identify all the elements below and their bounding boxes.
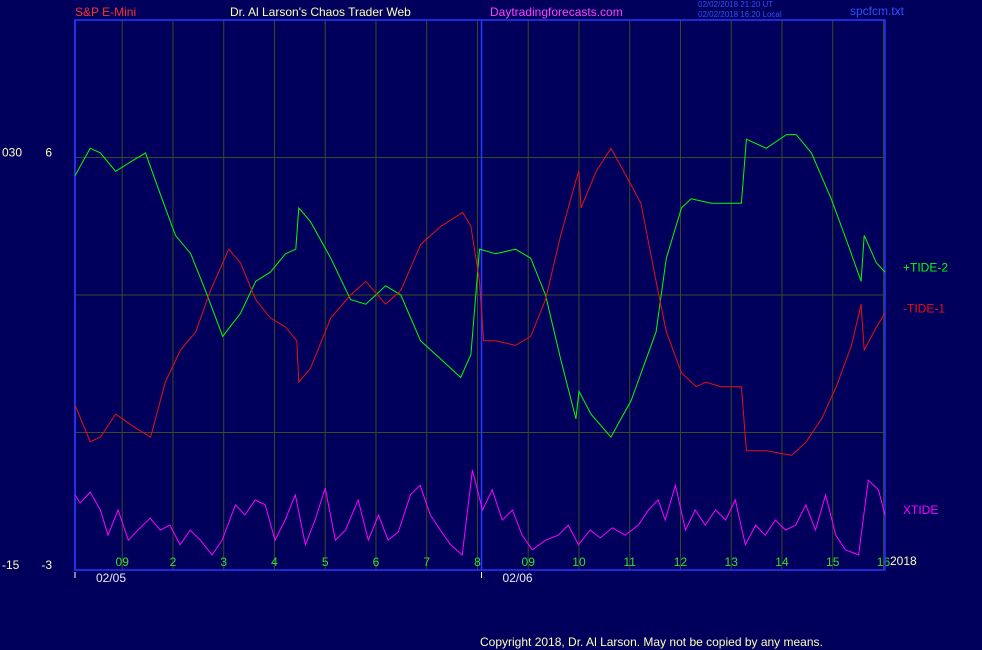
legend-label: +TIDE-2 (903, 260, 948, 274)
plot-border (74, 19, 886, 571)
y-outer-tick-label: 030 (2, 146, 22, 160)
x-tick-label: 6 (373, 555, 380, 569)
legend-label: -TIDE-1 (903, 302, 945, 316)
x-tick-label: 10 (572, 555, 586, 569)
chart-title: Dr. Al Larson's Chaos Trader Web (230, 5, 411, 19)
timestamp: 02/02/2018 16:20 Local (698, 10, 782, 19)
y-outer-tick-label: -15 (2, 558, 20, 572)
site: Daytradingforecasts.com (490, 5, 623, 19)
y-tick-label: -3 (41, 558, 52, 572)
date-label: 02/05 (96, 571, 126, 585)
x-tick-label: 15 (826, 555, 840, 569)
date-label: 02/06 (503, 571, 533, 585)
x-tick-label: 16 (877, 555, 891, 569)
x-tick-label: 7 (423, 555, 430, 569)
series-line (74, 134, 886, 438)
x-tick-label: 2 (170, 555, 177, 569)
x-tick-label: 5 (322, 555, 329, 569)
series-line (74, 147, 886, 456)
x-tick-label: 12 (674, 555, 688, 569)
year: 2018 (890, 554, 917, 568)
file-name: spcfcm.txt (850, 4, 905, 18)
market: S&P E-Mini (75, 5, 136, 19)
x-tick-label: 09 (522, 555, 536, 569)
y-tick-label: 6 (45, 146, 52, 160)
copyright: Copyright 2018, Dr. Al Larson. May not b… (480, 635, 823, 649)
x-tick-label: 14 (775, 555, 789, 569)
legend-label: XTIDE (903, 503, 938, 517)
x-tick-label: 3 (220, 555, 227, 569)
series-line (74, 469, 886, 556)
x-tick-label: 09 (116, 555, 130, 569)
x-tick-label: 11 (623, 555, 636, 569)
x-tick-label: 13 (725, 555, 739, 569)
x-tick-label: 4 (271, 555, 278, 569)
timestamp: 02/02/2018 21:20 UT (698, 0, 773, 9)
x-tick-label: 8 (474, 555, 481, 569)
